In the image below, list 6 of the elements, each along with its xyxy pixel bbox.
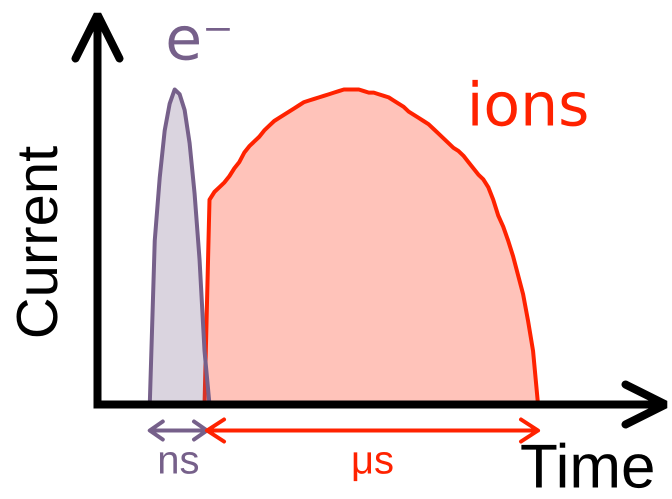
y-axis-title: Current xyxy=(5,146,70,340)
series-label: e⁻ xyxy=(165,4,234,74)
series-label: ions xyxy=(466,70,590,141)
x-axis-title: Time xyxy=(520,432,656,499)
text: ns xyxy=(157,438,200,482)
text: μs xyxy=(351,438,394,482)
